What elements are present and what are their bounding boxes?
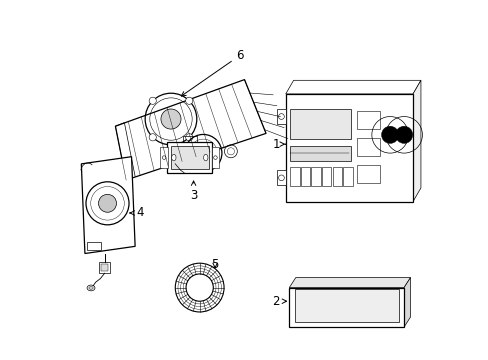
Bar (285, 94, 412, 202)
Bar (294, 289, 398, 321)
Bar (289, 145, 350, 161)
Bar (276, 170, 285, 185)
Text: 5: 5 (211, 258, 218, 271)
Bar (86, 242, 101, 250)
Ellipse shape (87, 285, 95, 291)
Circle shape (149, 97, 156, 104)
Ellipse shape (171, 154, 176, 161)
Bar (343, 167, 352, 186)
Circle shape (185, 134, 192, 141)
Bar (171, 146, 208, 169)
Bar (356, 165, 379, 183)
Bar (321, 167, 331, 186)
Circle shape (149, 134, 156, 141)
Bar (167, 142, 212, 173)
Bar (289, 167, 299, 186)
Polygon shape (285, 80, 420, 94)
Text: 6: 6 (181, 49, 244, 96)
Circle shape (195, 145, 211, 161)
Polygon shape (81, 157, 135, 253)
Text: 2: 2 (272, 295, 286, 308)
Bar (289, 288, 403, 327)
Bar (99, 262, 110, 273)
Bar (289, 109, 350, 139)
Bar (300, 167, 309, 186)
FancyBboxPatch shape (211, 147, 219, 168)
Bar (356, 111, 379, 130)
Ellipse shape (203, 154, 207, 161)
Bar (101, 264, 108, 271)
Circle shape (381, 126, 398, 143)
Text: 4: 4 (130, 207, 143, 220)
Polygon shape (115, 80, 265, 180)
Circle shape (99, 194, 116, 212)
Circle shape (395, 126, 412, 143)
Bar (332, 167, 342, 186)
Ellipse shape (89, 287, 93, 289)
Bar (276, 109, 285, 124)
Polygon shape (403, 278, 410, 327)
Circle shape (161, 109, 181, 129)
Polygon shape (412, 80, 420, 202)
FancyBboxPatch shape (160, 147, 168, 168)
Text: 1: 1 (272, 138, 285, 150)
Polygon shape (289, 278, 410, 288)
Circle shape (185, 97, 192, 104)
Bar (311, 167, 320, 186)
Bar (356, 138, 379, 156)
Text: 3: 3 (189, 181, 197, 202)
